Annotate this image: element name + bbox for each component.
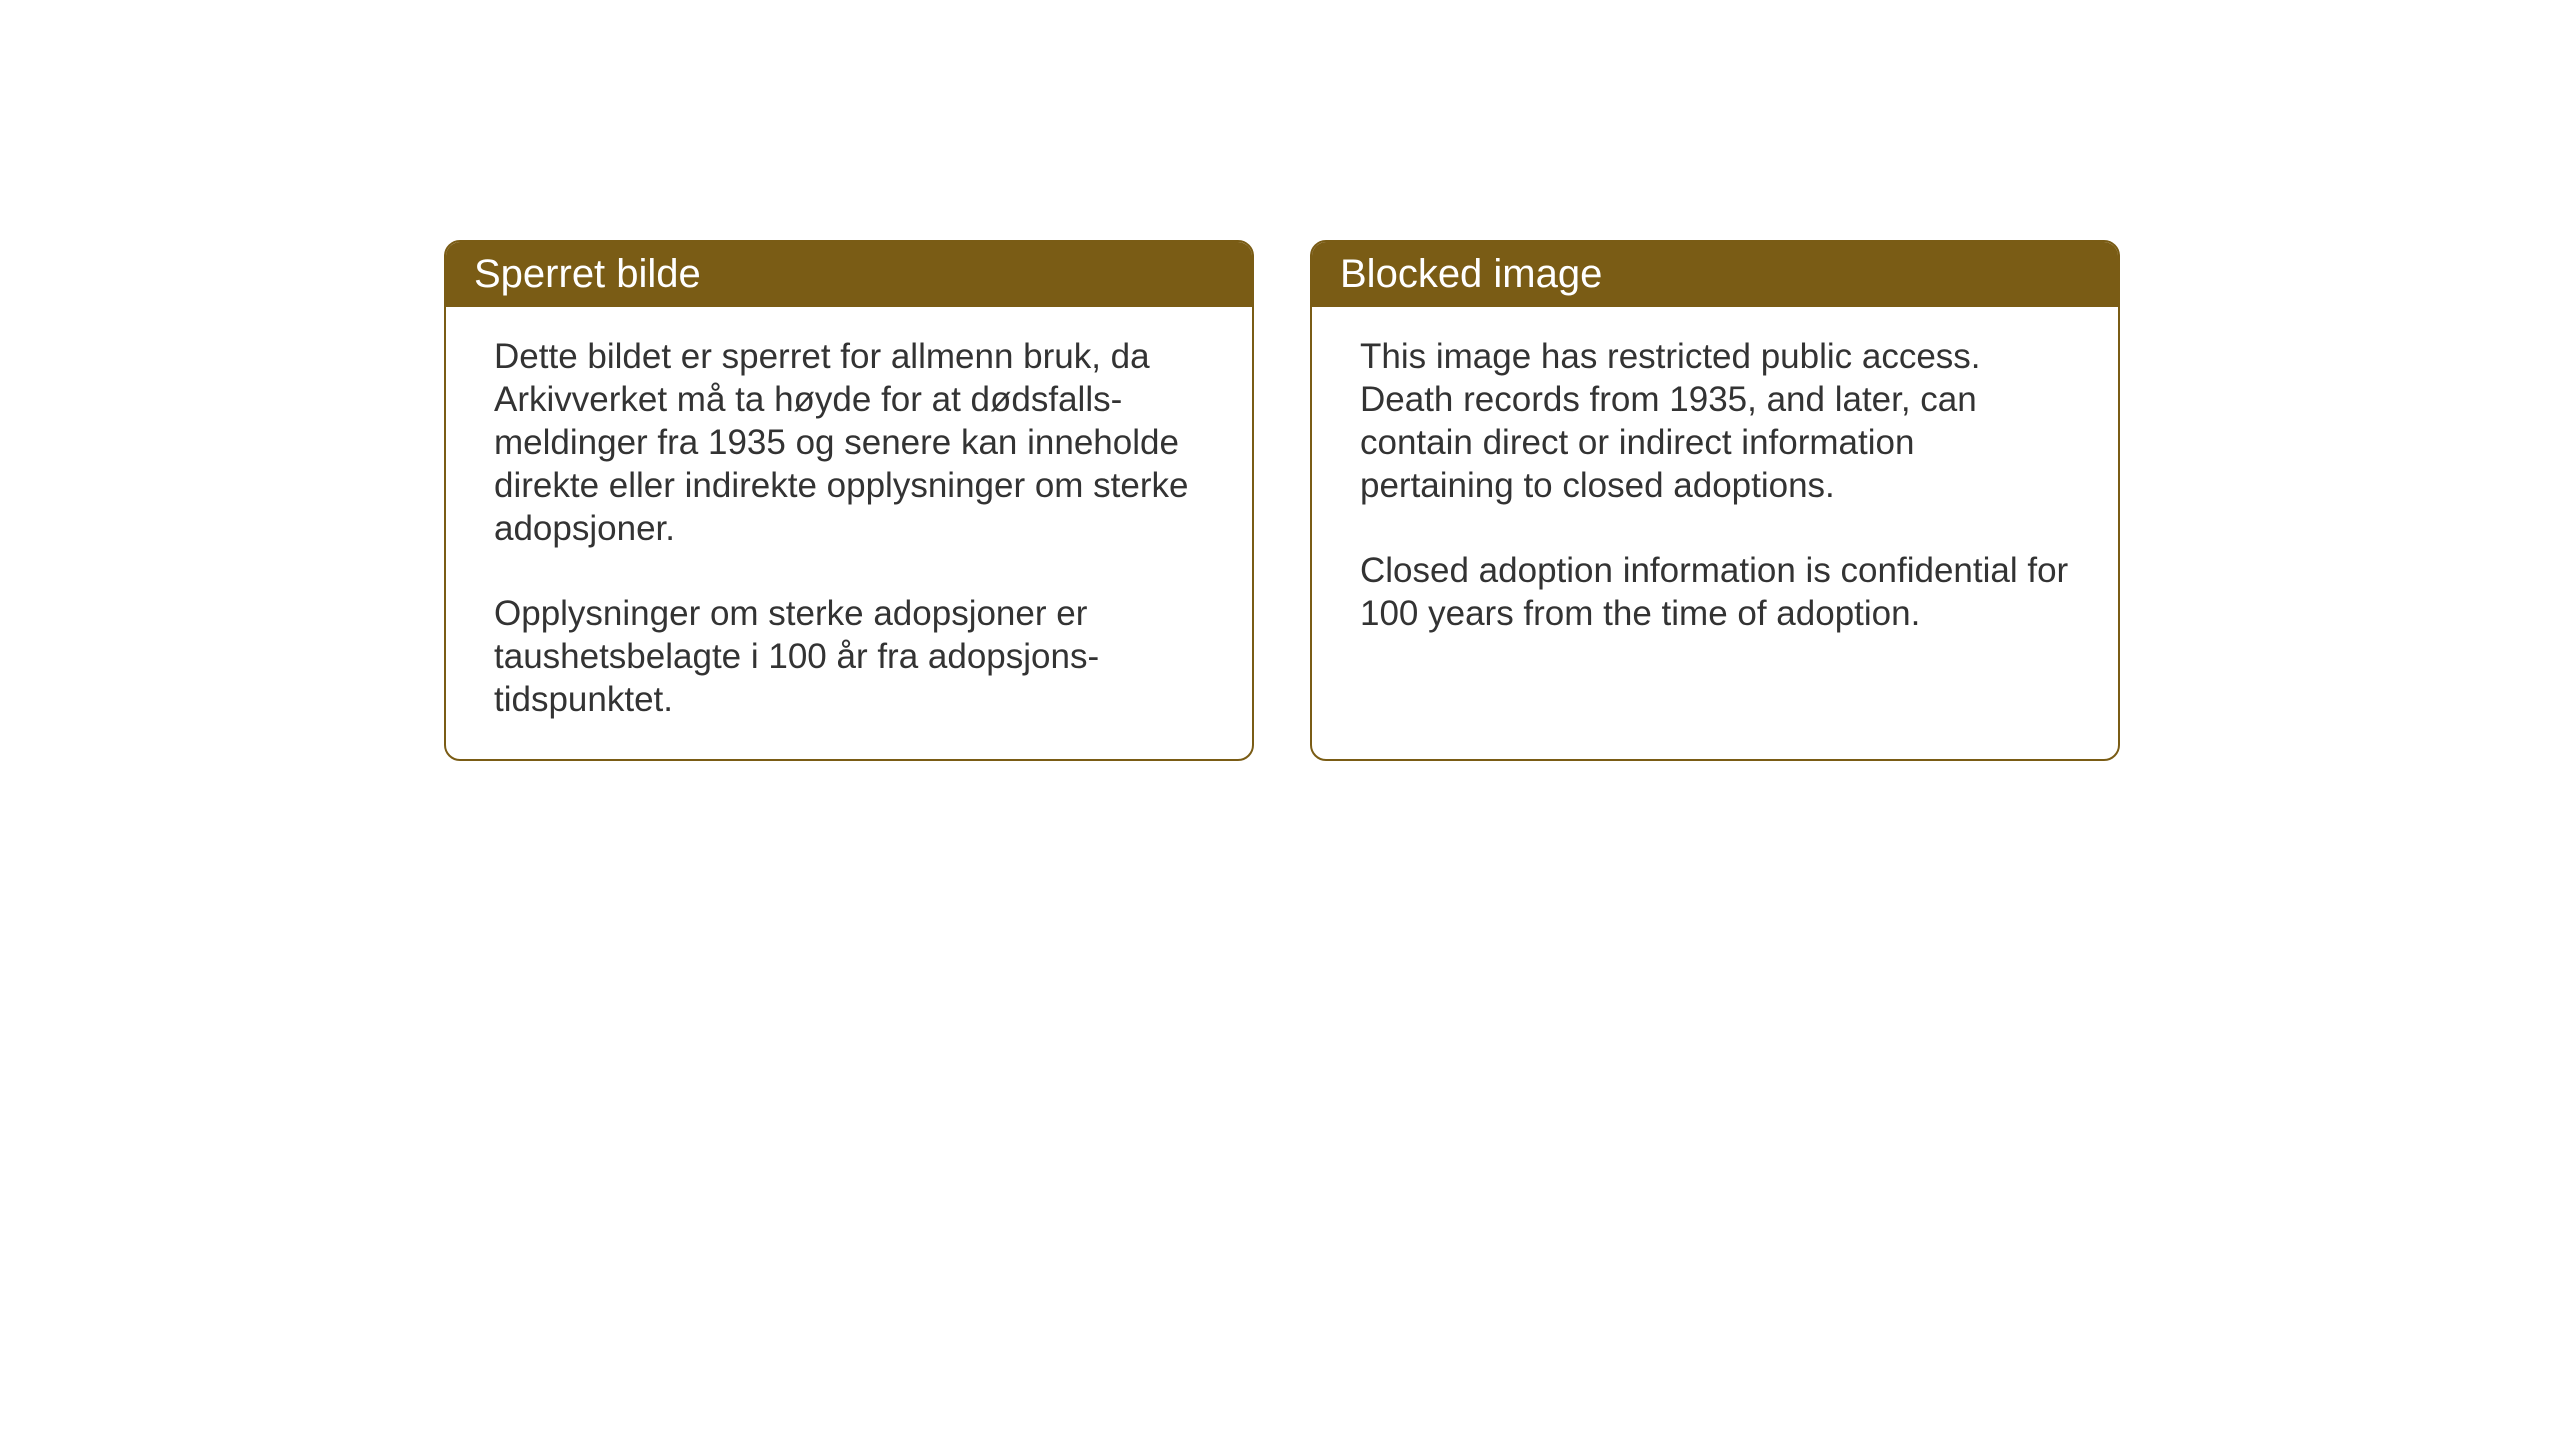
english-paragraph-1: This image has restricted public access.… bbox=[1360, 335, 2070, 507]
english-card-body: This image has restricted public access.… bbox=[1312, 307, 2118, 711]
english-paragraph-2: Closed adoption information is confident… bbox=[1360, 549, 2070, 635]
norwegian-paragraph-2: Opplysninger om sterke adopsjoner er tau… bbox=[494, 592, 1204, 721]
norwegian-paragraph-1: Dette bildet er sperret for allmenn bruk… bbox=[494, 335, 1204, 550]
english-notice-card: Blocked image This image has restricted … bbox=[1310, 240, 2120, 761]
norwegian-notice-card: Sperret bilde Dette bildet er sperret fo… bbox=[444, 240, 1254, 761]
norwegian-card-header: Sperret bilde bbox=[446, 242, 1252, 307]
norwegian-card-body: Dette bildet er sperret for allmenn bruk… bbox=[446, 307, 1252, 759]
notice-container: Sperret bilde Dette bildet er sperret fo… bbox=[444, 240, 2120, 761]
english-card-header: Blocked image bbox=[1312, 242, 2118, 307]
